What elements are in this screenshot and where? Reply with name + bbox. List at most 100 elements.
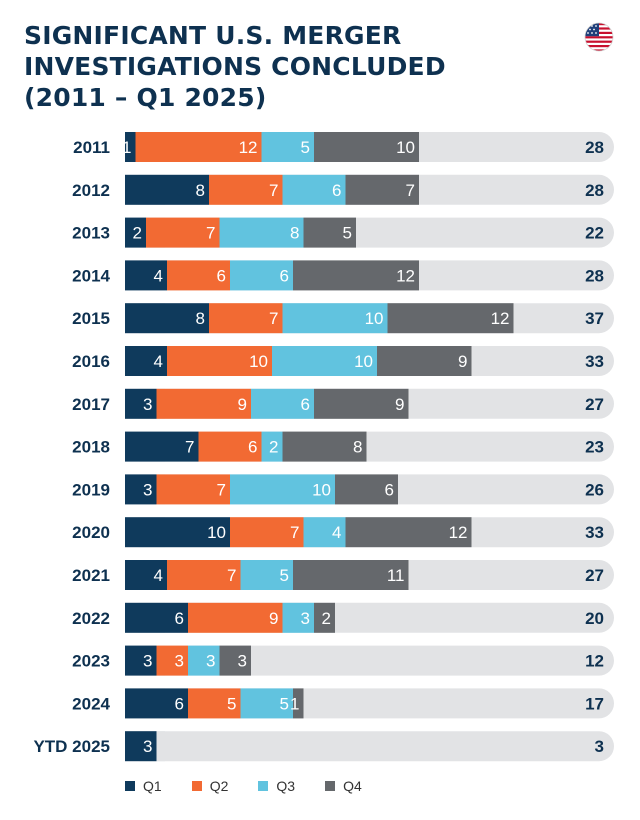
category-label: 2022 (72, 609, 110, 628)
bar-segment-q1 (125, 346, 167, 376)
data-label-q3: 3 (206, 652, 215, 671)
legend-swatch-q2 (191, 781, 202, 791)
bar-segment-q4 (345, 517, 472, 548)
bar-segment-q3 (282, 303, 388, 334)
bar-segment-q1 (125, 303, 209, 334)
data-label-q4: 12 (491, 309, 510, 328)
total-label: 22 (585, 224, 604, 243)
data-label-q1: 8 (196, 181, 205, 200)
data-label-q3: 10 (354, 352, 373, 371)
data-label-q4: 3 (238, 652, 247, 671)
total-label: 27 (585, 395, 604, 414)
bar-segment-q1 (125, 517, 230, 548)
bar-segment-q4 (387, 303, 514, 334)
bar-segment-q4 (219, 645, 251, 676)
bar-segment-q1 (125, 688, 188, 719)
bar-segment-q2 (188, 602, 283, 633)
data-label-q4: 12 (449, 523, 468, 542)
data-label-q1: 8 (196, 309, 205, 328)
category-label: 2018 (72, 438, 110, 457)
data-label-q2: 10 (249, 352, 268, 371)
category-label: 2024 (72, 694, 110, 713)
category-label: 2023 (72, 652, 110, 671)
bar-segment-q3 (261, 132, 314, 162)
data-label-q1: 3 (143, 652, 152, 671)
data-label-q3: 8 (290, 224, 299, 243)
data-label-q2: 7 (269, 181, 278, 200)
bar-segment-q4 (282, 431, 367, 462)
data-label-q2: 7 (217, 480, 226, 499)
bar-segment-q3 (188, 645, 220, 676)
total-label: 17 (585, 694, 604, 713)
bar-segment-q1 (125, 731, 157, 762)
bar-segment-q4 (314, 388, 409, 419)
data-label-q4: 12 (396, 266, 415, 285)
bar-segment-q1 (125, 602, 188, 633)
data-label-q3: 6 (301, 395, 310, 414)
bar-segment-q3 (230, 474, 335, 505)
data-label-q4: 8 (353, 438, 362, 457)
data-label-q1: 4 (154, 566, 163, 585)
bar-segment-q3 (219, 217, 304, 248)
bar-segment-q2 (230, 517, 304, 548)
bar-segment-q2 (209, 174, 283, 205)
data-label-q3: 4 (332, 523, 341, 542)
legend-swatch-q4 (325, 781, 336, 791)
bar-segment-q3 (240, 560, 293, 590)
data-label-q2: 9 (238, 395, 247, 414)
data-label-q4: 6 (385, 480, 394, 499)
data-label-q4: 9 (458, 352, 467, 371)
category-label: 2011 (73, 138, 110, 157)
legend-item-q1: Q1 (125, 778, 162, 794)
bar-segment-q2 (198, 431, 262, 462)
bar-segment-q3 (261, 431, 283, 462)
data-label-q4: 9 (395, 395, 404, 414)
bar-segment-q2 (209, 303, 283, 334)
bar-segment-q2 (167, 560, 241, 590)
bar-segment-q2 (156, 388, 251, 419)
data-label-q2: 6 (217, 266, 226, 285)
chart-title-line-2: INVESTIGATIONS CONCLUDED (24, 52, 446, 81)
legend-label: Q3 (276, 778, 296, 794)
bar-segment-q3 (230, 260, 293, 291)
bar-segment-q3 (282, 602, 314, 633)
bar-segment-q1 (125, 474, 157, 505)
total-label: 12 (585, 652, 604, 671)
bar-segment-q2 (156, 645, 188, 676)
data-label-q2: 9 (269, 609, 278, 628)
data-label-q2: 3 (175, 652, 184, 671)
data-label-q3: 5 (301, 138, 310, 157)
bar-segment-q3 (272, 346, 377, 376)
data-label-q3: 10 (365, 309, 384, 328)
us-flag-icon (584, 22, 614, 52)
total-label: 33 (585, 523, 604, 542)
data-label-q2: 5 (227, 694, 236, 713)
data-label-q2: 6 (248, 438, 257, 457)
bar-segment-q1 (125, 388, 157, 419)
data-label-q1: 6 (175, 609, 184, 628)
total-label: 37 (585, 309, 604, 328)
bar-segment-q2 (188, 688, 241, 719)
data-label-q3: 6 (332, 181, 341, 200)
legend-swatch-q1 (125, 781, 135, 791)
bar-segment-q4 (345, 174, 419, 205)
bar-segment-q2 (135, 132, 262, 162)
chart-title-line-3: (2011 – Q1 2025) (24, 83, 267, 112)
data-label-q1: 10 (207, 523, 226, 542)
bar-segment-q1 (125, 260, 167, 291)
bar-segment-q4 (314, 602, 335, 633)
legend-item-q3: Q3 (258, 778, 295, 794)
bar-segment-q1 (125, 132, 136, 162)
category-label: 2016 (72, 352, 110, 371)
data-label-q1: 6 (175, 694, 184, 713)
chart-title-line-1: SIGNIFICANT U.S. MERGER (24, 21, 402, 50)
data-label-q3: 6 (280, 266, 289, 285)
legend-label: Q4 (343, 778, 362, 794)
chart-title: SIGNIFICANT U.S. MERGER INVESTIGATIONS C… (24, 20, 564, 113)
data-label-q2: 7 (206, 224, 215, 243)
legend-label: Q1 (143, 778, 162, 794)
bar-segment-q1 (125, 560, 167, 590)
bar-segment-q3 (251, 388, 314, 419)
data-label-q1: 1 (122, 138, 131, 157)
